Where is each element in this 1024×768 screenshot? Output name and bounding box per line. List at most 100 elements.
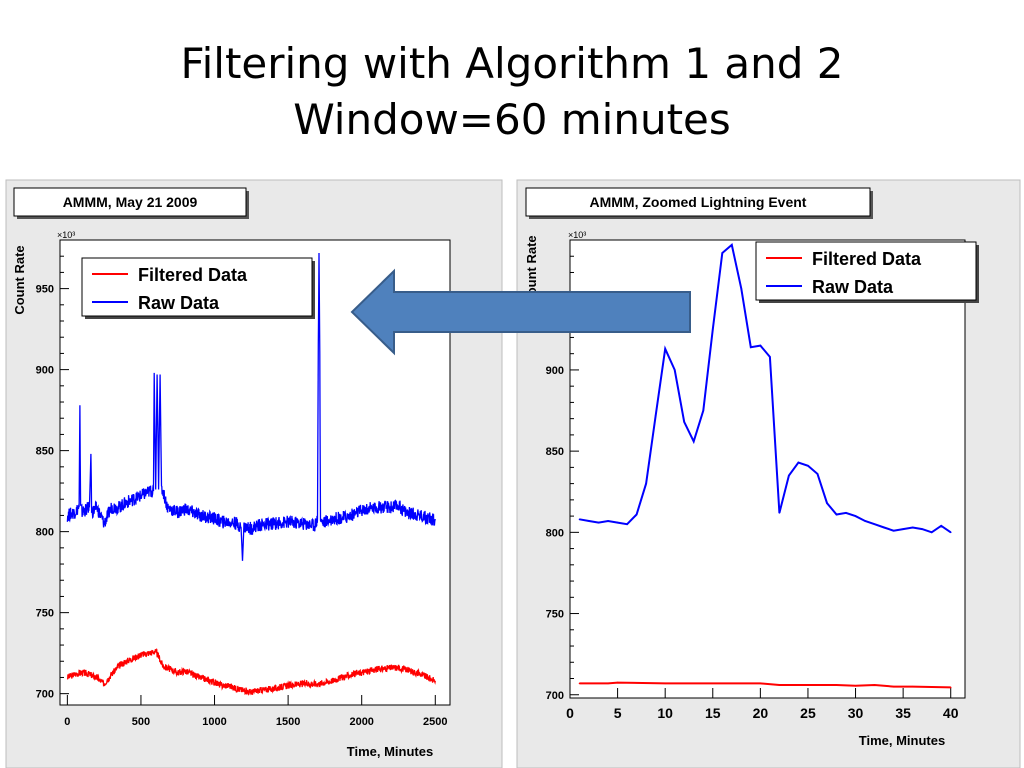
raw-data-point xyxy=(759,344,762,347)
x-tick-label: 15 xyxy=(705,705,721,721)
raw-data-line xyxy=(579,243,952,534)
raw-data-point xyxy=(854,515,857,517)
raw-data-line xyxy=(66,252,436,561)
filtered-data-point xyxy=(835,684,838,686)
filtered-data-point xyxy=(873,684,876,686)
x-tick-label: 30 xyxy=(848,705,864,721)
raw-data-point xyxy=(597,521,600,524)
raw-data-point xyxy=(911,526,914,529)
x-tick-label: 5 xyxy=(614,705,622,721)
raw-data-point xyxy=(588,520,590,522)
x-tick-label: 10 xyxy=(657,705,673,721)
chart-2-series xyxy=(578,243,952,689)
filtered-data-line xyxy=(66,648,436,696)
filtered-data-point xyxy=(759,682,762,685)
legend-entry: Filtered Data xyxy=(138,265,248,285)
raw-data-point xyxy=(883,526,885,529)
y-axis-label: Count Rate xyxy=(524,235,539,304)
x-tick-label: 0 xyxy=(566,705,574,721)
x-axis-label: Time, Minutes xyxy=(859,733,945,748)
slide-title-line2: Window=60 minutes xyxy=(293,95,731,144)
filtered-data-point xyxy=(616,681,619,684)
y-axis-multiplier: ×10³ xyxy=(568,230,586,240)
raw-data-point xyxy=(711,328,714,331)
raw-data-point xyxy=(664,348,666,350)
raw-data-point xyxy=(607,520,609,522)
raw-data-point xyxy=(635,513,638,516)
chart-title-box xyxy=(525,187,871,217)
x-tick-label: 1000 xyxy=(202,716,226,728)
raw-data-point xyxy=(864,520,866,522)
slide-title: Filtering with Algorithm 1 and 2 Window=… xyxy=(0,36,1024,148)
raw-data-point xyxy=(873,523,876,526)
raw-data-point xyxy=(721,252,724,254)
x-tick-label: 35 xyxy=(895,705,911,721)
y-tick-label: 700 xyxy=(546,690,564,702)
raw-data-point xyxy=(673,369,676,371)
raw-data-point xyxy=(769,356,771,358)
filtered-data-point xyxy=(949,686,952,689)
x-tick-label: 40 xyxy=(943,705,959,721)
raw-data-point xyxy=(949,531,952,534)
filtered-data-point xyxy=(778,684,781,686)
chart-title: AMMM, May 21 2009 xyxy=(63,194,198,210)
x-tick-label: 2000 xyxy=(349,716,373,728)
chart-1: 700 750 800 850 900 950 0 500 1000 1500 2000 2500 Ti… xyxy=(5,179,503,768)
y-axis-multiplier: ×10³ xyxy=(57,230,75,240)
raw-data-point xyxy=(731,244,733,246)
filtered-data-point xyxy=(607,682,609,685)
y-tick-label: 850 xyxy=(36,446,54,458)
legend-entry: Raw Data xyxy=(138,293,220,313)
chart-title-box xyxy=(13,187,247,217)
x-axis-label: Time, Minutes xyxy=(347,744,433,759)
x-tick-label: 0 xyxy=(64,716,70,728)
raw-data-point xyxy=(645,482,647,485)
legend: Filtered Data Raw Data xyxy=(755,241,979,303)
filtered-data-point xyxy=(664,682,666,685)
filtered-data-point xyxy=(911,685,914,688)
x-tick-label: 25 xyxy=(800,705,816,721)
x-tick-label: 20 xyxy=(753,705,769,721)
y-tick-label: 900 xyxy=(546,365,564,377)
y-tick-label: 800 xyxy=(36,527,54,539)
y-tick-label: 700 xyxy=(36,689,54,701)
raw-data-point xyxy=(740,287,743,290)
filtered-data-point xyxy=(578,682,581,685)
filtered-data-point xyxy=(854,685,857,687)
y-tick-label: 750 xyxy=(546,609,564,621)
y-tick-label: 950 xyxy=(36,284,54,296)
y-tick-label: 850 xyxy=(546,446,564,458)
y-tick-label: 800 xyxy=(546,527,564,539)
x-tick-label: 1500 xyxy=(276,716,300,728)
raw-data-point xyxy=(616,521,619,524)
raw-data-point xyxy=(807,464,809,467)
y-axis-label: Count Rate xyxy=(12,245,27,314)
filtered-data-point xyxy=(892,685,895,688)
raw-data-point xyxy=(826,502,828,504)
legend-box xyxy=(81,257,313,317)
raw-data-point xyxy=(930,531,933,534)
raw-data-point xyxy=(892,529,895,532)
legend-box xyxy=(755,241,977,301)
raw-data-point xyxy=(835,513,838,516)
chart-2: 700 750 800 850 900 0 5 10 15 20 25 30 35 40 Time, Min… xyxy=(516,179,1021,768)
raw-data-point xyxy=(902,528,904,530)
raw-data-point xyxy=(654,414,657,417)
left-arrow-icon xyxy=(350,268,691,356)
filtered-data-line xyxy=(579,681,951,689)
raw-data-point xyxy=(845,512,847,514)
y-tick-label: 900 xyxy=(36,365,54,377)
legend-entry: Filtered Data xyxy=(812,249,922,269)
legend: Filtered Data Raw Data xyxy=(81,257,315,319)
raw-data-point xyxy=(683,421,686,423)
y-tick-label: 750 xyxy=(36,608,54,620)
raw-data-point xyxy=(797,461,800,464)
chart-title: AMMM, Zoomed Lightning Event xyxy=(590,194,807,210)
raw-data-point xyxy=(778,512,781,514)
raw-data-point xyxy=(702,409,705,412)
raw-data-point xyxy=(750,346,752,348)
raw-data-point xyxy=(626,523,628,526)
raw-data-point xyxy=(692,440,695,443)
x-tick-label: 2500 xyxy=(423,716,447,728)
